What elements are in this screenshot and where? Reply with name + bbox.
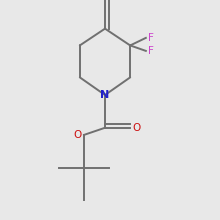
Text: F: F [148, 46, 154, 56]
Text: N: N [100, 90, 110, 100]
Text: O: O [74, 130, 82, 140]
Text: O: O [132, 123, 140, 133]
Text: F: F [148, 33, 154, 43]
